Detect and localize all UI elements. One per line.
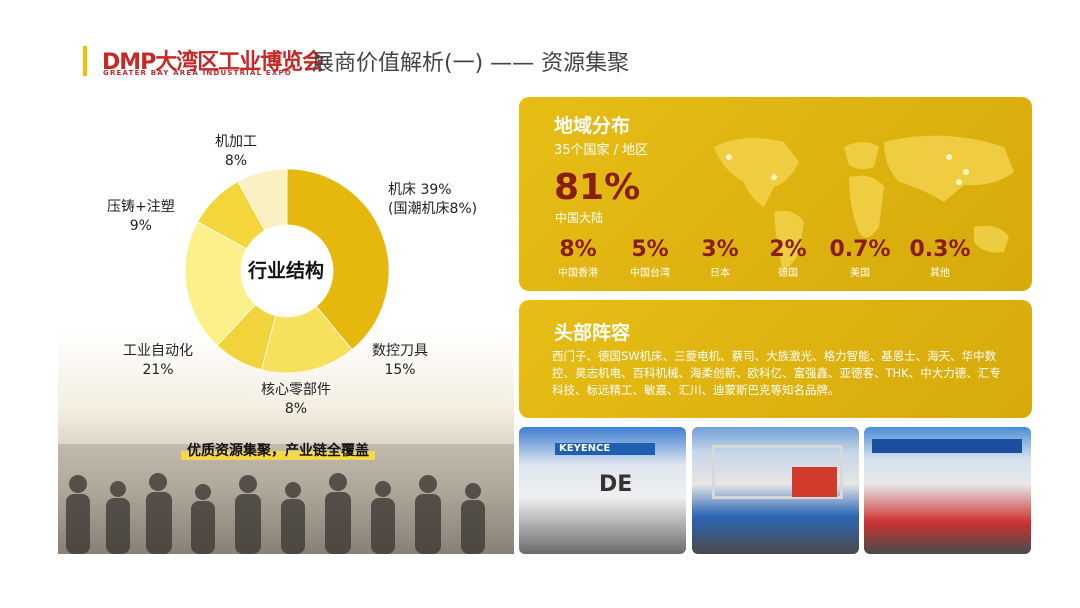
- label-machine-tools-note: (国潮机床8%): [388, 201, 478, 217]
- label-die-casting: 压铸+注塑 9%: [107, 198, 175, 236]
- booth-photo-1: KEYENCE DE: [519, 427, 686, 554]
- geo-stat-value: 5%: [631, 237, 669, 262]
- booth-photo-3: [864, 427, 1031, 554]
- label-cnc-tools: 数控刀具 15%: [372, 342, 428, 380]
- geo-stat-value: 0.7%: [829, 237, 891, 262]
- label-components-pct: 8%: [284, 401, 308, 417]
- geo-stat-tw: 5% 中国台湾: [615, 237, 685, 279]
- logo-main: DMP大湾区工业博览会: [102, 44, 324, 76]
- label-cnc-tools-pct: 15%: [384, 362, 416, 378]
- page-title: 展商价值解析(一) —— 资源集聚: [312, 51, 630, 76]
- geo-stat-de: 2% 德国: [753, 237, 823, 279]
- geo-stat-label: 美国: [850, 268, 870, 279]
- booth-letters: DE: [599, 472, 633, 497]
- geo-stat-hk: 8% 中国香港: [543, 237, 613, 279]
- booth-truss: [712, 445, 843, 499]
- label-die-casting-pct: 9%: [129, 218, 152, 234]
- label-machining: 机加工 8%: [215, 133, 257, 171]
- geo-stat-label: 日本: [710, 268, 730, 279]
- geo-stat-us: 0.7% 美国: [825, 237, 895, 279]
- booth-photo-2: [692, 427, 859, 554]
- label-automation: 工业自动化 21%: [123, 342, 193, 380]
- booth-sign: [555, 443, 655, 455]
- booth-red-panel: [792, 467, 837, 497]
- expo-logo: DMP大湾区工业博览会 GREATER BAY AREA INDUSTRIAL …: [102, 44, 324, 78]
- brands-title: 头部阵容: [554, 322, 631, 344]
- geo-stat-value: 8%: [559, 237, 597, 262]
- geo-title: 地域分布: [554, 115, 631, 137]
- chart-center-label: 行业结构: [247, 260, 324, 282]
- label-machine-tools: 机床 39% (国潮机床8%): [388, 181, 477, 219]
- label-cnc-tools-name: 数控刀具: [372, 343, 428, 359]
- geo-stat-label: 中国香港: [558, 268, 598, 279]
- label-machining-name: 机加工: [215, 134, 257, 150]
- logo-subtitle: GREATER BAY AREA INDUSTRIAL EXPO: [103, 69, 292, 77]
- geo-stat-value: 3%: [701, 237, 739, 262]
- geo-stat-other: 0.3% 其他: [905, 237, 975, 279]
- label-components-name: 核心零部件: [261, 382, 331, 398]
- geo-stat-label: 其他: [930, 268, 950, 279]
- geo-subtitle: 35个国家 / 地区: [554, 143, 649, 158]
- geo-main-label: 中国大陆: [555, 211, 604, 225]
- label-automation-pct: 21%: [142, 362, 174, 378]
- geo-stat-jp: 3% 日本: [685, 237, 755, 279]
- label-automation-name: 工业自动化: [123, 343, 193, 359]
- crowd-illustration: [58, 444, 514, 554]
- label-components: 核心零部件 8%: [261, 381, 331, 419]
- donut-hole: [241, 225, 333, 317]
- booth-banner: [872, 439, 1022, 453]
- brands-text: 西门子、德国SW机床、三菱电机、蔡司、大族激光、格力智能、基恩士、海天、华中数控…: [552, 349, 1001, 397]
- label-machining-pct: 8%: [224, 153, 248, 169]
- geo-card: 地域分布 35个国家 / 地区 81% 中国大陆 8% 中国香港 5% 中国台湾 3…: [519, 97, 1032, 291]
- geo-stat-label: 德国: [778, 268, 798, 279]
- label-machine-tools-name: 机床 39%: [388, 182, 452, 198]
- geo-stat-value: 0.3%: [909, 237, 971, 262]
- title-accent-bar: [83, 46, 87, 76]
- brands-card: 头部阵容 西门子、德国SW机床、三菱电机、蔡司、大族激光、格力智能、基恩士、海天…: [519, 300, 1032, 418]
- industry-donut-chart: [184, 168, 390, 374]
- geo-main-pct: 81%: [554, 167, 641, 208]
- geo-stat-value: 2%: [769, 237, 807, 262]
- geo-stat-label: 中国台湾: [630, 268, 670, 279]
- tagline: 优质资源集聚，产业链全覆盖: [181, 440, 375, 460]
- label-die-casting-name: 压铸+注塑: [107, 199, 175, 215]
- booth-sign-text: KEYENCE: [559, 443, 611, 454]
- world-map-icon: [714, 135, 1014, 268]
- logo-text: DMP大湾区工业博览会: [102, 50, 324, 75]
